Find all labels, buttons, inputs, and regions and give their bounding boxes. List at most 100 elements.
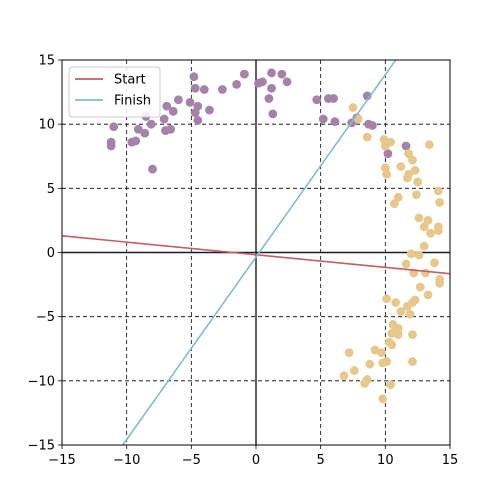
scatter-point-series-1 [408, 155, 417, 165]
scatter-point-series-1 [382, 357, 392, 366]
legend-lines [62, 60, 450, 445]
scatter-point-series-0 [232, 79, 242, 89]
scatter-series [106, 68, 445, 404]
scatter-point-series-1 [419, 241, 429, 251]
scatter-point-series-1 [348, 103, 358, 112]
scatter-point-series-1 [410, 165, 420, 175]
scatter-point-series-0 [174, 95, 183, 105]
scatter-point-series-0 [312, 95, 322, 105]
scatter-point-series-1 [387, 328, 397, 338]
scatter-point-series-0 [267, 83, 276, 93]
scatter-point-series-1 [408, 357, 417, 366]
scatter-point-series-0 [146, 119, 156, 129]
scatter-point-series-1 [421, 268, 430, 278]
scatter-point-series-0 [106, 137, 116, 147]
y-tick-label: 10 [38, 118, 55, 133]
x-tick-label: 0 [252, 453, 260, 468]
y-tick-label: 15 [38, 54, 55, 69]
scatter-point-series-1 [419, 222, 429, 232]
zero-axis-lines [62, 60, 450, 445]
scatter-point-series-1 [414, 213, 424, 223]
scatter-point-series-1 [396, 307, 406, 316]
scatter-point-series-1 [382, 294, 392, 304]
scatter-point-series-0 [318, 114, 328, 124]
scatter-point-series-0 [217, 85, 227, 94]
y-tick-label: 5 [47, 182, 55, 197]
scatter-point-series-0 [268, 109, 278, 119]
scatter-point-series-0 [166, 124, 176, 134]
y-tick-label: −5 [36, 310, 55, 325]
x-tick-label: −5 [182, 453, 201, 468]
scatter-point-series-1 [365, 359, 375, 369]
scatter-point-series-0 [193, 101, 203, 111]
scatter-point-series-1 [393, 323, 403, 333]
scatter-point-series-0 [109, 122, 119, 132]
scatter-point-series-1 [382, 169, 392, 179]
scatter-point-series-1 [435, 198, 445, 207]
scatter-point-series-0 [368, 121, 377, 130]
scatter-point-series-0 [168, 106, 178, 116]
scatter-point-series-1 [391, 298, 401, 307]
scatter-point-series-1 [411, 190, 421, 200]
line-start [62, 235, 450, 275]
y-tick-label: −10 [28, 374, 55, 389]
scatter-point-series-1 [433, 186, 443, 196]
scatter-point-series-0 [185, 97, 195, 107]
y-tick-label: −15 [28, 439, 55, 454]
scatter-point-series-1 [424, 140, 434, 150]
scatter-point-series-1 [404, 149, 414, 159]
scatter-point-series-0 [159, 114, 169, 124]
scatter-point-series-0 [162, 101, 172, 111]
scatter-point-series-1 [370, 345, 380, 355]
scatter-point-series-1 [386, 137, 395, 147]
x-tick-label: 10 [377, 453, 394, 468]
scatter-point-series-1 [386, 380, 395, 390]
x-tick-label: 15 [442, 453, 459, 468]
scatter-point-series-1 [389, 199, 399, 209]
y-tick-label: 0 [47, 246, 55, 261]
legend-label-start: Start [114, 73, 146, 88]
scatter-point-series-1 [393, 192, 403, 202]
scatter-point-series-0 [189, 72, 199, 82]
scatter-point-series-0 [282, 77, 292, 87]
scatter-point-series-1 [408, 330, 417, 340]
scatter-point-series-1 [360, 379, 370, 388]
scatter-point-series-0 [140, 128, 150, 138]
scatter-point-series-1 [426, 228, 435, 238]
scatter-point-series-0 [239, 69, 249, 79]
scatter-point-series-0 [148, 164, 157, 174]
scatter-point-series-1 [349, 366, 359, 375]
scatter-point-series-1 [339, 371, 349, 381]
scatter-point-series-0 [277, 69, 287, 79]
x-tick-label: 5 [317, 453, 325, 468]
scatter-point-series-0 [190, 83, 200, 93]
scatter-point-series-0 [329, 94, 338, 103]
scatter-point-series-1 [396, 162, 406, 171]
legend-label-finish: Finish [114, 94, 151, 109]
legend: Start Finish [68, 66, 161, 118]
scatter-point-series-1 [410, 295, 420, 305]
scatter-point-series-1 [435, 278, 445, 288]
scatter-point-series-1 [387, 340, 397, 350]
scatter-point-series-1 [401, 259, 411, 269]
scatter-point-series-1 [344, 348, 354, 357]
line-finish [122, 60, 397, 445]
scatter-point-series-0 [383, 149, 393, 159]
scatter-point-series-0 [133, 124, 143, 134]
scatter-point-series-0 [330, 117, 340, 126]
scatter-point-series-1 [423, 290, 433, 300]
scatter-point-series-1 [415, 282, 425, 292]
scatter-point-series-0 [131, 136, 141, 146]
scatter-point-series-1 [402, 302, 412, 311]
scatter-point-series-1 [378, 394, 388, 404]
scatter-point-series-0 [264, 94, 274, 103]
axis-ticks: −15 −10 −5 0 5 10 15 −15 −10 −5 0 5 10 15 [28, 54, 459, 469]
scatter-point-series-0 [205, 105, 214, 115]
scatter-point-series-0 [258, 77, 267, 87]
x-tick-label: −10 [113, 453, 140, 468]
scatter-point-series-1 [423, 216, 433, 225]
scatter-point-series-1 [430, 258, 439, 268]
x-tick-label: −15 [48, 453, 75, 468]
scatter-point-series-0 [267, 68, 276, 78]
